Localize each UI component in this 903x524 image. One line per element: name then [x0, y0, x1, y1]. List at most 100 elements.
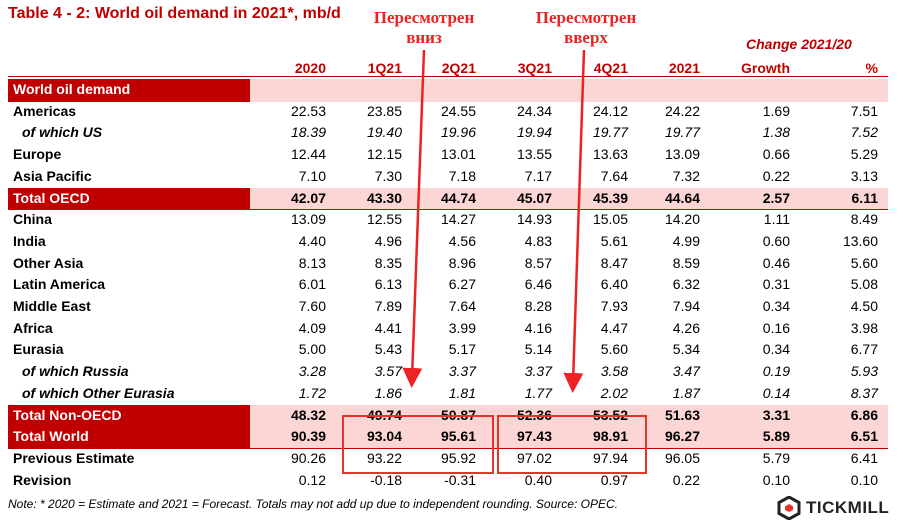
col-header-2021: 2021: [668, 60, 700, 76]
row-label-bg: [8, 187, 250, 211]
table-cell: 95.61: [440, 428, 476, 445]
table-cell: 4.40: [298, 232, 326, 249]
table-cell: 5.43: [374, 341, 402, 358]
table-cell: 5.60: [600, 341, 628, 358]
table-cell: 14.20: [664, 211, 700, 228]
col-header-2q21: 2Q21: [441, 60, 476, 76]
table-cell: 93.22: [366, 449, 402, 466]
table-cell: 5.14: [524, 341, 552, 358]
table-cell: 3.98: [850, 319, 878, 336]
table-cell: 22.53: [290, 102, 326, 119]
table-cell: 4.83: [524, 232, 552, 249]
table-cell: 4.09: [298, 319, 326, 336]
table-cell: 0.46: [762, 254, 790, 271]
row-label: Total Non-OECD: [13, 406, 122, 423]
row-label: Total World: [13, 428, 89, 445]
annotation-revised-up-line1: Пересмотрен: [535, 8, 637, 27]
row-values-bg: [250, 426, 888, 449]
annotation-revised-down-line1: Пересмотрен: [373, 8, 475, 27]
table-cell: 3.58: [600, 363, 628, 380]
highlight-box-h1: [342, 415, 494, 474]
table-cell: 51.63: [664, 406, 700, 423]
table-cell: 4.99: [672, 232, 700, 249]
table-cell: 1.38: [762, 124, 790, 141]
table-cell: 4.96: [374, 232, 402, 249]
table-cell: 3.99: [448, 319, 476, 336]
table-cell: 90.26: [290, 449, 326, 466]
arrow-down-icon: [563, 49, 586, 393]
table-cell: 19.94: [516, 124, 552, 141]
table-cell: 6.11: [851, 189, 878, 206]
table-cell: 4.47: [600, 319, 628, 336]
table-cell: 8.35: [374, 254, 402, 271]
table-cell: 0.22: [672, 471, 700, 488]
table-cell: 0.10: [850, 471, 878, 488]
table-cell: 96.05: [664, 449, 700, 466]
table-cell: 50.87: [440, 406, 476, 423]
table-cell: 7.30: [374, 167, 402, 184]
table-cell: 98.91: [592, 428, 628, 445]
table-cell: 52.36: [516, 406, 552, 423]
row-label: India: [13, 232, 46, 249]
table-cell: 18.39: [290, 124, 326, 141]
row-values-bg: [250, 79, 888, 102]
table-cell: 12.15: [366, 146, 402, 163]
annotation-revised-up: Пересмотрен вверх: [524, 8, 648, 48]
table-cell: 19.40: [366, 124, 402, 141]
table-cell: 14.93: [516, 211, 552, 228]
footnote: Note: * 2020 = Estimate and 2021 = Forec…: [8, 497, 618, 511]
table-cell: -0.18: [370, 471, 402, 488]
col-header-1q21: 1Q21: [367, 60, 402, 76]
col-header-pct: %: [865, 60, 878, 76]
table-cell: 1.87: [672, 384, 700, 401]
table-cell: 6.27: [448, 276, 476, 293]
table-cell: -0.31: [444, 471, 476, 488]
table-cell: 6.13: [374, 276, 402, 293]
row-label: China: [13, 211, 52, 228]
table-cell: 95.92: [440, 449, 476, 466]
table-cell: 8.13: [298, 254, 326, 271]
table-cell: 5.93: [850, 363, 878, 380]
table-cell: 24.55: [440, 102, 476, 119]
table-cell: 0.14: [762, 384, 790, 401]
table-title: Table 4 - 2: World oil demand in 2021*, …: [8, 5, 341, 22]
row-divider: [8, 447, 888, 449]
table-cell: 8.49: [850, 211, 878, 228]
table-cell: 1.86: [374, 384, 402, 401]
table-cell: 2.02: [600, 384, 628, 401]
row-label: Other Asia: [13, 254, 84, 271]
table-cell: 3.57: [374, 363, 402, 380]
table-cell: 5.17: [448, 341, 476, 358]
row-label: Revision: [13, 471, 72, 488]
table-cell: 0.19: [762, 363, 790, 380]
table-cell: 12.55: [366, 211, 402, 228]
table-cell: 1.77: [524, 384, 552, 401]
table-cell: 0.22: [762, 167, 790, 184]
table-cell: 8.96: [448, 254, 476, 271]
table-cell: 5.34: [672, 341, 700, 358]
tickmill-logo: TICKMILL: [777, 496, 889, 520]
table-cell: 8.57: [524, 254, 552, 271]
table-cell: 0.97: [600, 471, 628, 488]
table-cell: 3.47: [672, 363, 700, 380]
table-cell: 7.64: [448, 298, 476, 314]
col-header-3q21: 3Q21: [517, 60, 552, 76]
table-cell: 13.55: [516, 146, 552, 163]
table-cell: 0.10: [762, 471, 790, 488]
table-cell: 13.63: [592, 146, 628, 163]
row-label: World oil demand: [13, 81, 131, 97]
table-cell: 44.64: [664, 189, 700, 206]
table-cell: 45.39: [592, 189, 628, 206]
table-cell: 90.39: [290, 428, 326, 445]
annotation-revised-down-line2: вниз: [406, 28, 442, 47]
table-cell: 6.51: [850, 428, 878, 445]
table-cell: 19.77: [592, 124, 628, 141]
table-cell: 4.41: [374, 319, 402, 336]
table-cell: 48.32: [290, 406, 326, 423]
row-label: Africa: [13, 319, 53, 336]
row-label: Asia Pacific: [13, 167, 92, 184]
table-cell: 15.05: [592, 211, 628, 228]
table-cell: 1.69: [762, 102, 790, 119]
table-cell: 0.16: [762, 319, 790, 336]
